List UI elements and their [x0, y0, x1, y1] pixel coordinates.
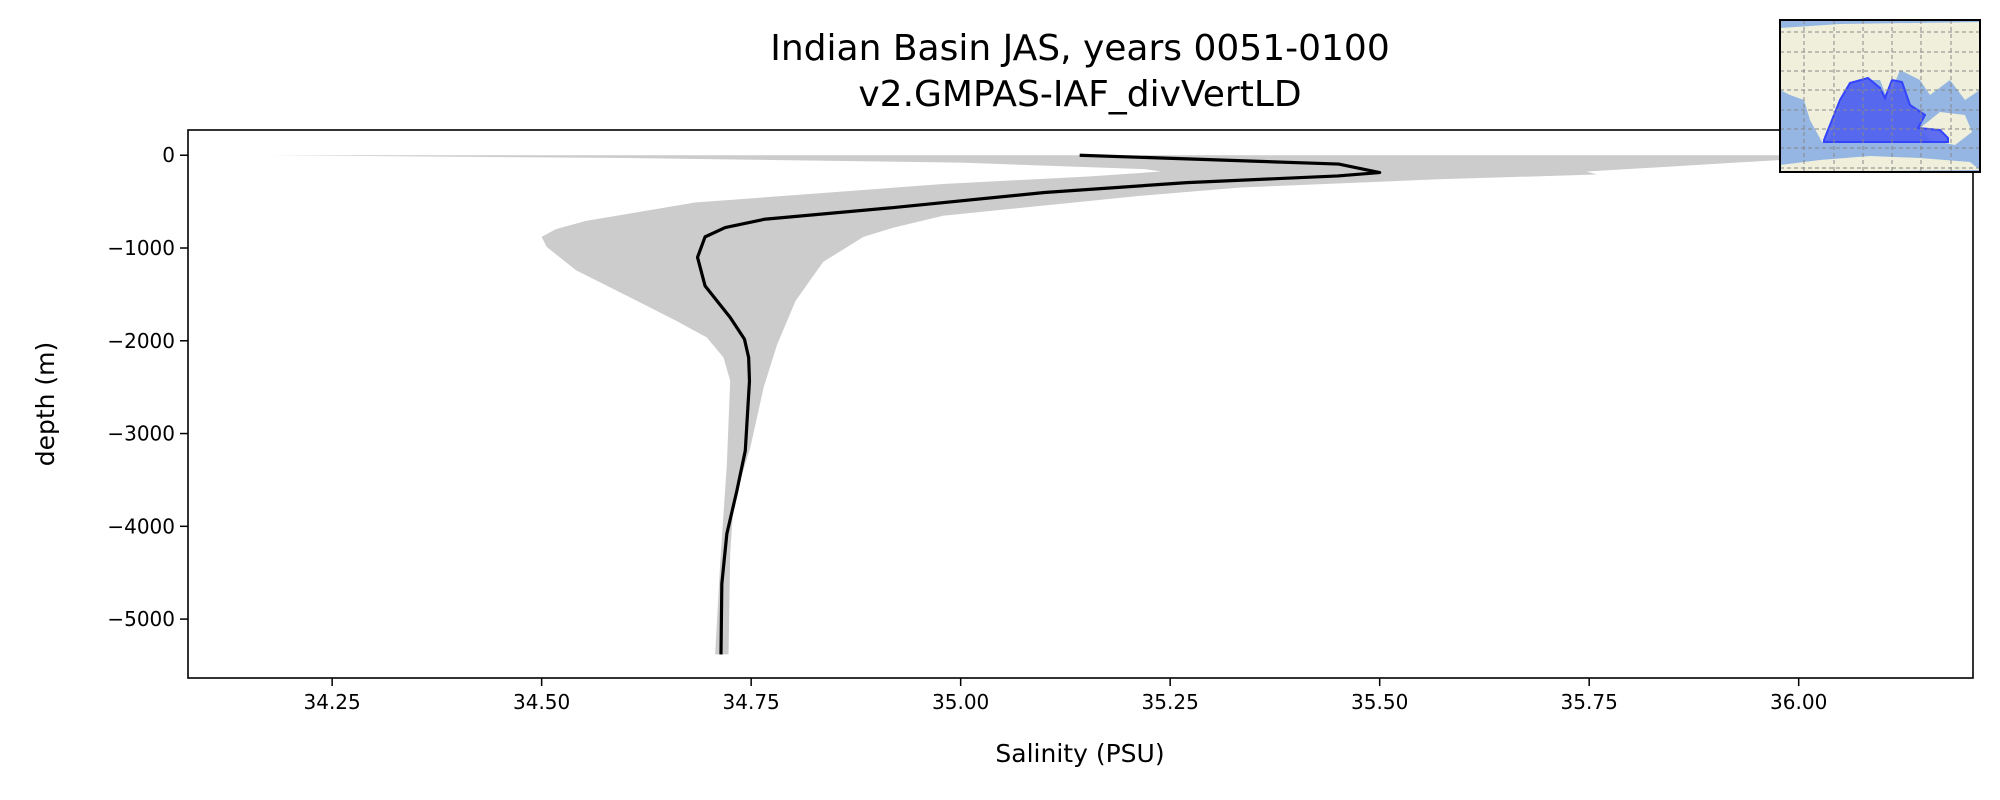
region-inset-map: [1779, 19, 1981, 173]
y-tick-label: −3000: [107, 422, 175, 446]
x-tick-label: 35.75: [1561, 690, 1618, 714]
x-axis: 34.25 34.50 34.75 35.00 35.25 35.50 35.75 36.00: [304, 678, 1827, 714]
y-tick-label: −4000: [107, 514, 175, 538]
y-tick-label: −1000: [107, 236, 175, 260]
y-tick-label: −5000: [107, 607, 175, 631]
y-axis-label: depth (m): [31, 342, 60, 467]
x-tick-label: 35.50: [1351, 690, 1408, 714]
inset-frame: [1779, 19, 1981, 173]
x-tick-label: 36.00: [1770, 690, 1827, 714]
y-axis: 0 −1000 −2000 −3000 −4000 −5000: [107, 143, 188, 631]
mean-salinity-line: [695, 153, 1382, 655]
salinity-range-band: [269, 155, 1925, 655]
y-tick-label: 0: [162, 143, 175, 167]
plot-area: [269, 153, 1925, 655]
x-tick-label: 34.50: [513, 690, 570, 714]
y-tick-label: −2000: [107, 329, 175, 353]
x-tick-label: 35.25: [1142, 690, 1199, 714]
chart-title: Indian Basin JAS, years 0051-0100: [770, 28, 1389, 69]
x-axis-label: Salinity (PSU): [995, 739, 1164, 768]
chart-subtitle: v2.GMPAS-IAF_divVertLD: [858, 74, 1301, 115]
inset-gridlines: [1780, 20, 1980, 172]
x-tick-label: 34.25: [304, 690, 361, 714]
x-tick-label: 34.75: [723, 690, 780, 714]
axes-frame: [187, 129, 1974, 679]
x-tick-label: 35.00: [932, 690, 989, 714]
